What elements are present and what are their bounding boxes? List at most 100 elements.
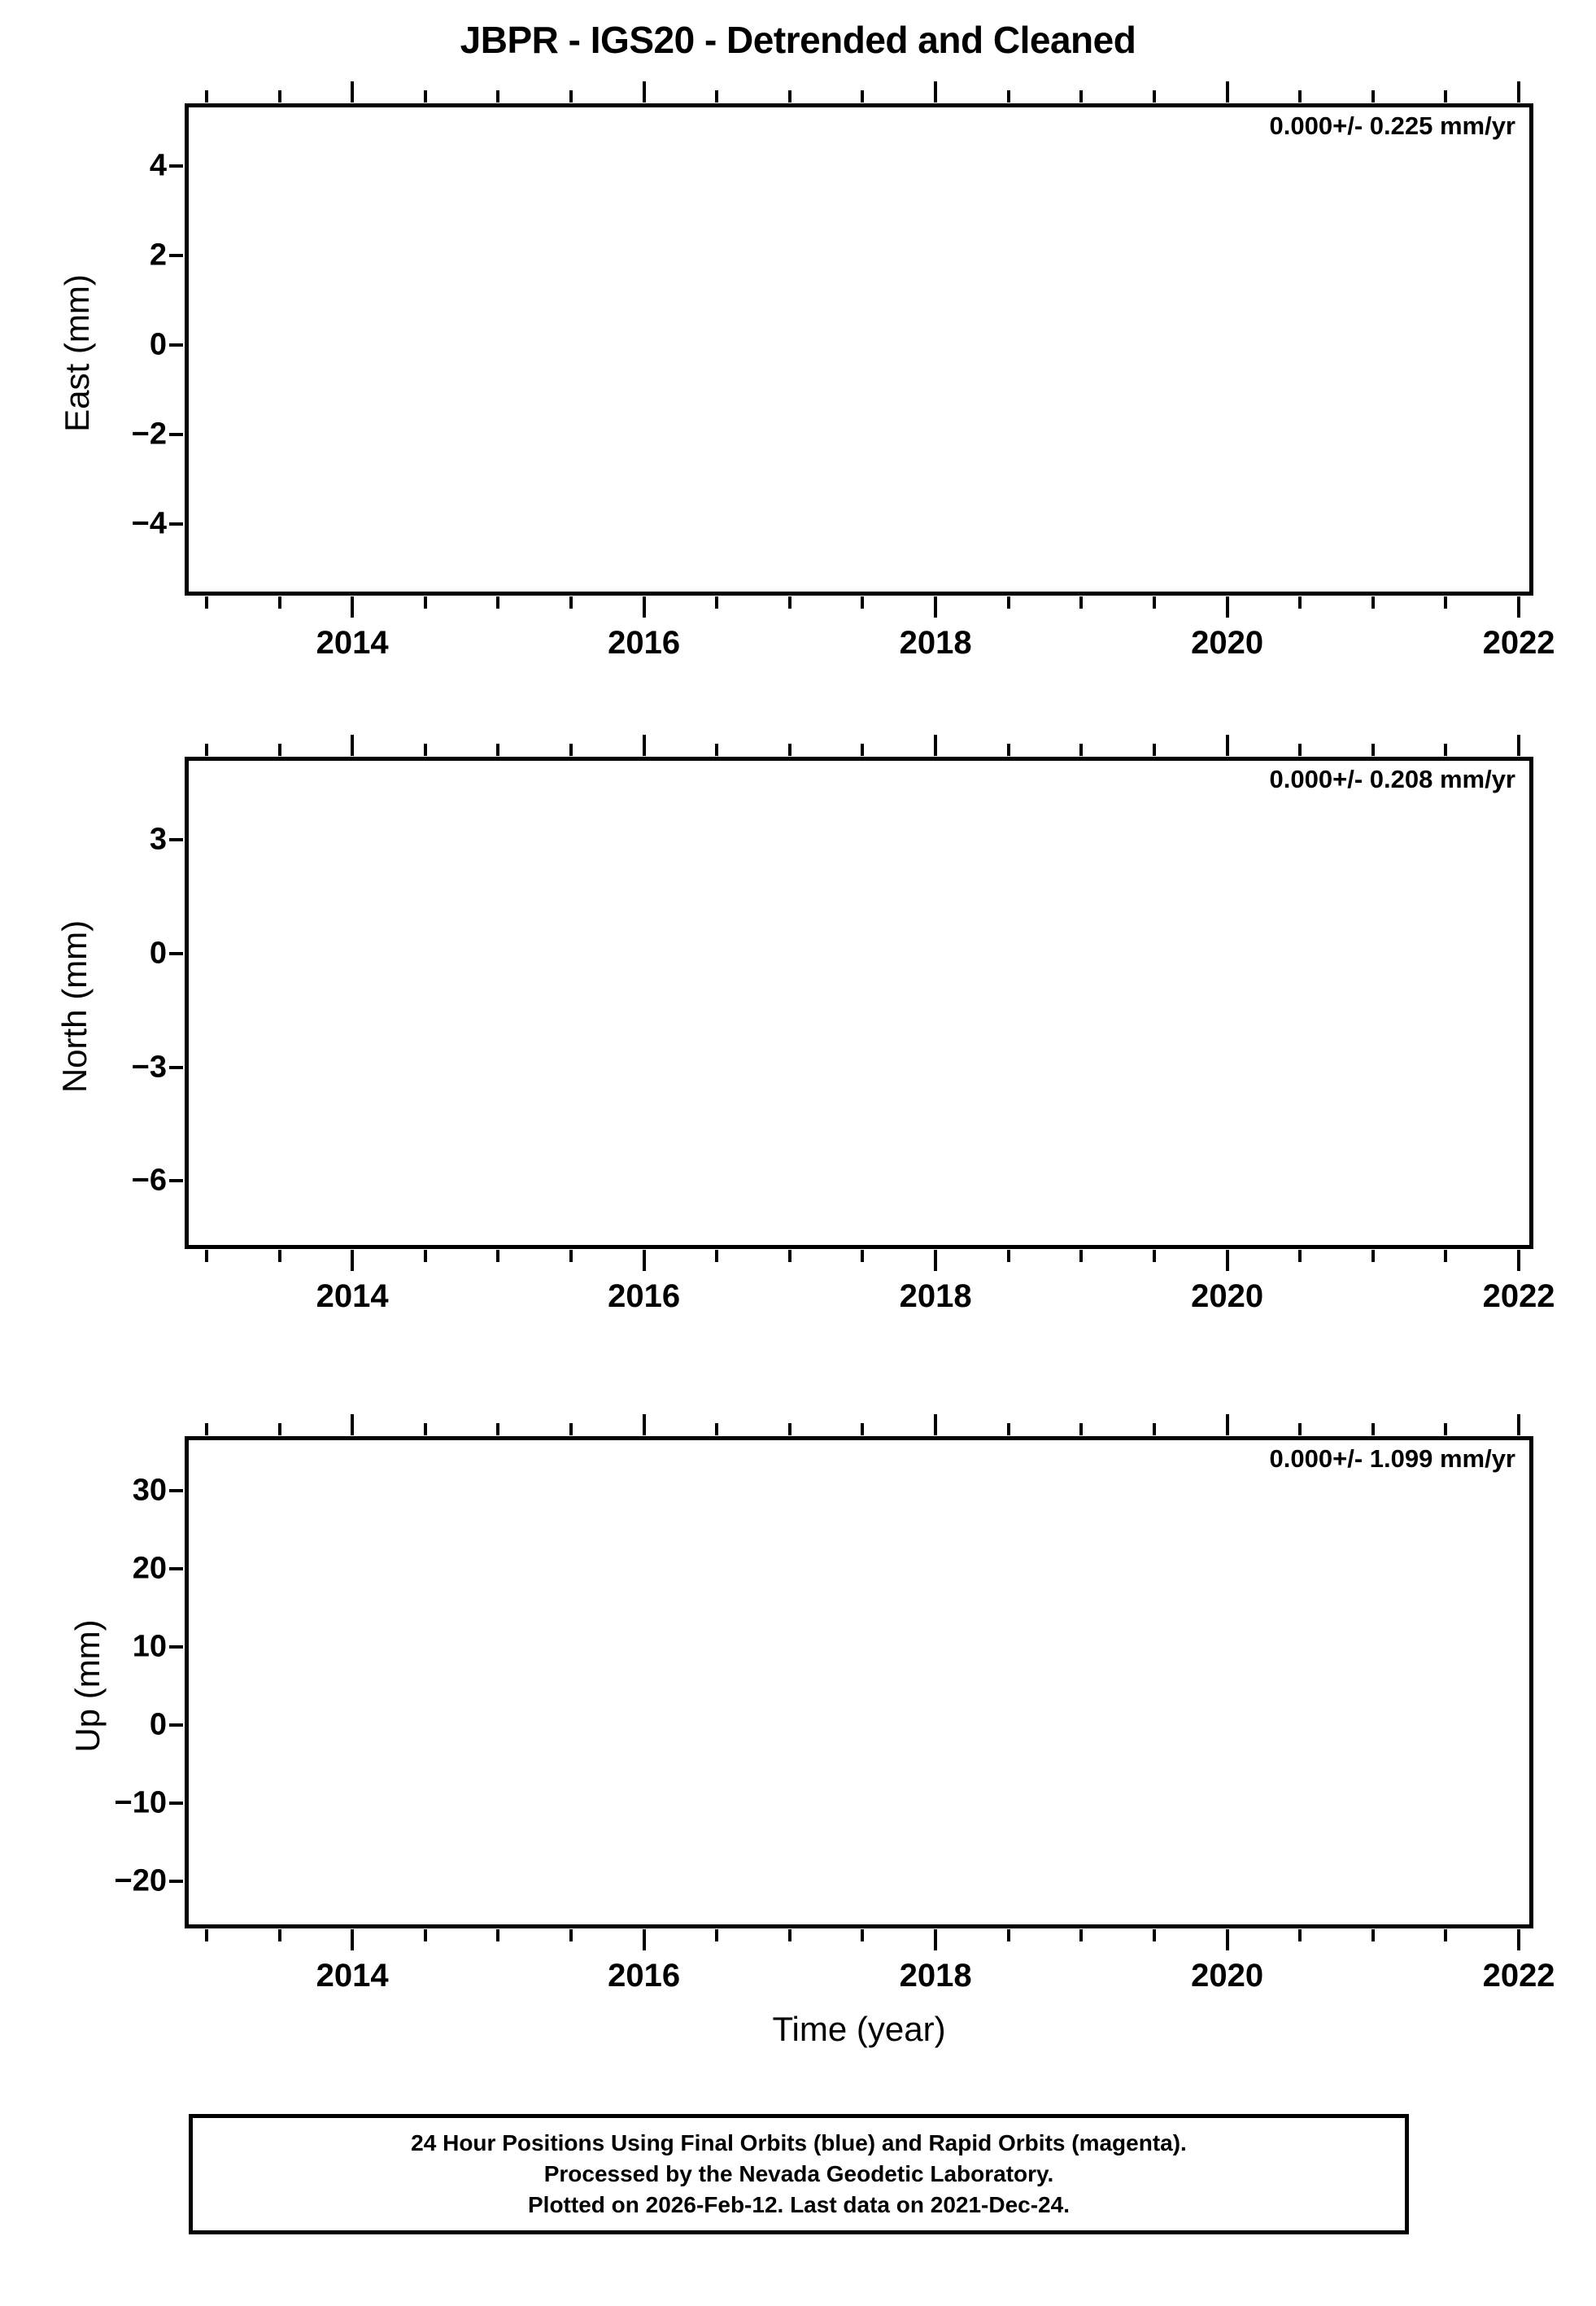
x-tick-major-top xyxy=(642,81,646,103)
x-tick-label: 2022 xyxy=(1482,1278,1555,1314)
x-tick-minor xyxy=(1152,596,1156,609)
y-tick-label: −2 xyxy=(131,417,167,452)
x-tick-major-top xyxy=(1225,81,1229,103)
x-tick-minor-top xyxy=(861,1423,865,1435)
x-tick-major xyxy=(642,596,646,618)
x-tick-minor xyxy=(787,1929,791,1941)
x-tick-minor-top xyxy=(204,744,208,756)
x-tick-minor xyxy=(861,596,865,609)
y-tick-mark xyxy=(169,1880,183,1884)
caption-line-1: 24 Hour Positions Using Final Orbits (bl… xyxy=(411,2129,1187,2155)
x-tick-major-top xyxy=(642,735,646,756)
x-tick-minor-top xyxy=(1371,744,1375,756)
x-tick-minor xyxy=(1444,596,1448,609)
north-axis-label: North (mm) xyxy=(55,919,94,1094)
y-tick-mark xyxy=(169,1802,183,1806)
x-tick-minor-top xyxy=(277,744,281,756)
y-tick-label: 0 xyxy=(149,936,167,971)
x-tick-major xyxy=(1225,1250,1229,1271)
x-tick-minor-top xyxy=(715,90,719,103)
x-tick-minor-top xyxy=(1006,744,1010,756)
x-tick-minor xyxy=(277,596,281,609)
east-axis-label: East (mm) xyxy=(58,274,96,432)
x-tick-minor-top xyxy=(1298,90,1302,103)
x-tick-minor xyxy=(1079,1929,1084,1941)
x-tick-major-top xyxy=(934,81,938,103)
x-tick-major-top xyxy=(1517,735,1521,756)
x-tick-minor xyxy=(1444,1250,1448,1262)
x-tick-minor xyxy=(1298,1250,1302,1262)
x-tick-minor-top xyxy=(787,744,791,756)
y-tick-mark xyxy=(169,164,183,168)
x-tick-minor xyxy=(861,1250,865,1262)
x-tick-label: 2018 xyxy=(899,625,972,661)
y-tick-mark xyxy=(169,433,183,436)
x-tick-minor xyxy=(715,596,719,609)
y-tick-label: 0 xyxy=(149,327,167,362)
x-tick-minor xyxy=(1079,596,1084,609)
x-tick-major xyxy=(1517,1929,1521,1950)
x-tick-minor xyxy=(787,1250,791,1262)
up-axis-frame xyxy=(185,1436,1533,1928)
x-tick-minor xyxy=(204,596,208,609)
y-tick-mark xyxy=(169,254,183,257)
x-tick-minor-top xyxy=(1006,1423,1010,1435)
x-tick-minor xyxy=(1006,596,1010,609)
caption-line-3: Plotted on 2026-Feb-12. Last data on 202… xyxy=(528,2192,1070,2218)
x-tick-minor-top xyxy=(423,90,427,103)
x-tick-minor xyxy=(277,1929,281,1941)
x-tick-minor xyxy=(569,596,573,609)
x-tick-label: 2020 xyxy=(1191,1278,1264,1314)
y-tick-mark xyxy=(169,522,183,526)
x-tick-label: 2014 xyxy=(316,1958,389,1994)
x-tick-minor xyxy=(1006,1929,1010,1941)
x-tick-minor xyxy=(204,1929,208,1941)
x-tick-minor xyxy=(496,1250,500,1262)
x-tick-minor-top xyxy=(1079,90,1084,103)
x-tick-minor-top xyxy=(496,90,500,103)
x-tick-major-top xyxy=(351,735,355,756)
y-tick-mark xyxy=(169,343,183,347)
x-tick-minor-top xyxy=(569,90,573,103)
x-tick-major xyxy=(642,1250,646,1271)
caption-box: 24 Hour Positions Using Final Orbits (bl… xyxy=(189,2114,1409,2234)
x-tick-major xyxy=(1517,596,1521,618)
y-tick-label: 4 xyxy=(149,148,167,183)
y-tick-label: 0 xyxy=(149,1707,167,1742)
x-tick-minor-top xyxy=(277,1423,281,1435)
x-tick-minor-top xyxy=(1006,90,1010,103)
x-tick-minor-top xyxy=(861,744,865,756)
x-tick-minor xyxy=(715,1250,719,1262)
y-tick-label: −4 xyxy=(131,506,167,541)
x-tick-major xyxy=(642,1929,646,1950)
x-tick-minor-top xyxy=(569,1423,573,1435)
x-tick-minor xyxy=(423,1250,427,1262)
x-tick-minor xyxy=(1079,1250,1084,1262)
y-tick-label: −10 xyxy=(114,1785,167,1820)
x-tick-minor-top xyxy=(787,90,791,103)
x-tick-minor-top xyxy=(1298,744,1302,756)
y-tick-label: 20 xyxy=(132,1551,167,1586)
panel-east: 0.000+/- 0.225 mm/yr −4 −2 0 2 4 2014 2016 2018… xyxy=(132,81,1555,661)
x-tick-minor xyxy=(1371,596,1375,609)
x-tick-major-top xyxy=(1517,81,1521,103)
x-tick-minor-top xyxy=(1079,744,1084,756)
y-tick-label: 30 xyxy=(132,1473,167,1508)
y-tick-mark xyxy=(169,838,183,842)
x-tick-minor-top xyxy=(1371,1423,1375,1435)
x-tick-minor xyxy=(1371,1250,1375,1262)
x-tick-major-top xyxy=(1225,735,1229,756)
x-tick-minor-top xyxy=(1079,1423,1084,1435)
x-tick-minor-top xyxy=(715,744,719,756)
x-tick-minor-top xyxy=(715,1423,719,1435)
y-tick-mark xyxy=(169,1645,183,1649)
x-tick-minor-top xyxy=(1444,1423,1448,1435)
y-tick-mark xyxy=(169,1489,183,1493)
x-tick-minor xyxy=(1371,1929,1375,1941)
y-tick-mark xyxy=(169,1567,183,1571)
x-tick-major-top xyxy=(351,81,355,103)
y-tick-mark xyxy=(169,952,183,955)
x-tick-minor xyxy=(569,1250,573,1262)
x-tick-major-top xyxy=(642,1414,646,1435)
